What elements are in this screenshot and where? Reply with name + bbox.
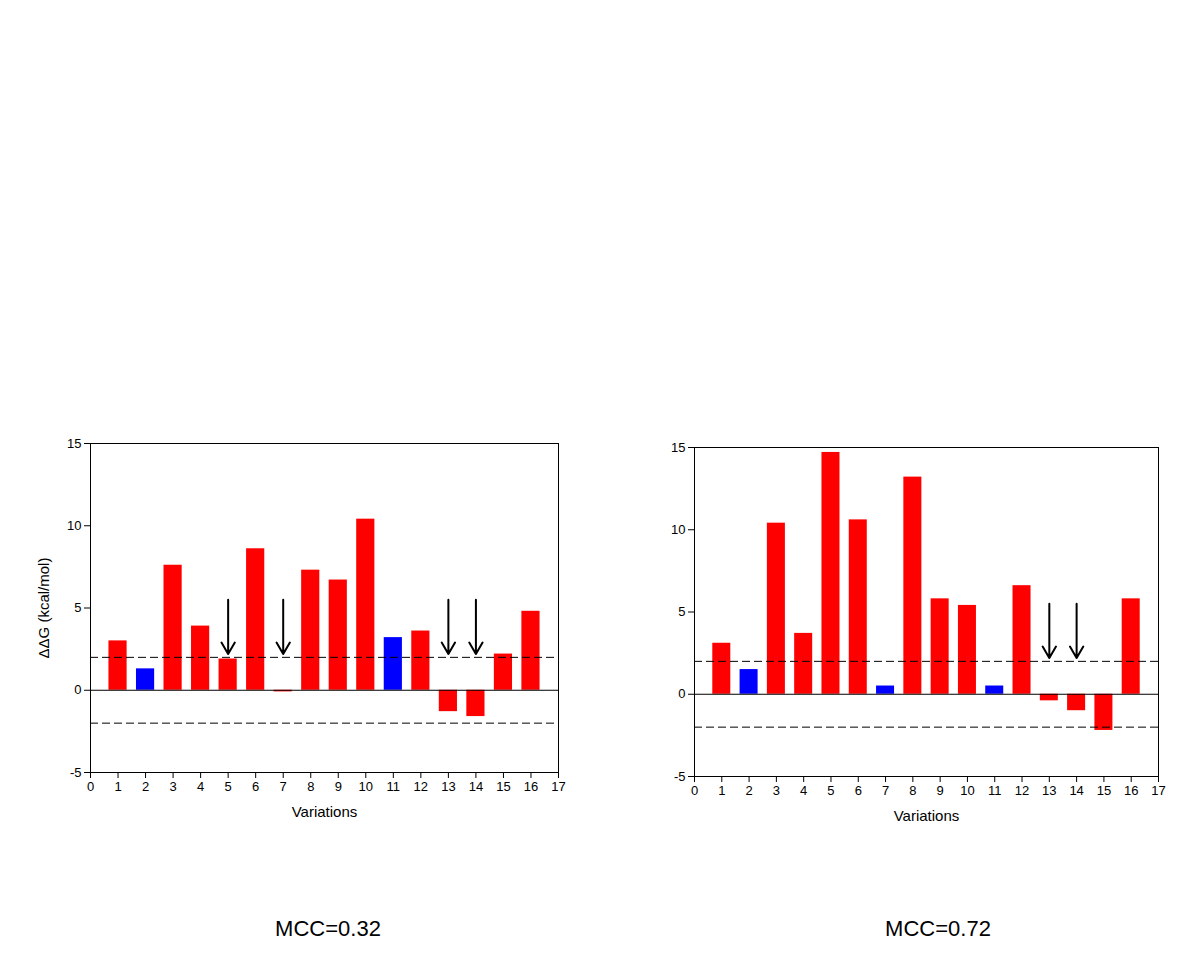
svg-text:17: 17 xyxy=(1151,783,1165,798)
svg-text:14: 14 xyxy=(469,779,483,794)
svg-text:17: 17 xyxy=(551,779,565,794)
svg-text:-5: -5 xyxy=(674,769,686,784)
svg-text:11: 11 xyxy=(387,779,401,794)
svg-text:-5: -5 xyxy=(70,765,82,780)
svg-text:Variations: Variations xyxy=(894,807,960,824)
svg-text:0: 0 xyxy=(74,682,81,697)
svg-text:1: 1 xyxy=(114,779,121,794)
svg-text:11: 11 xyxy=(988,783,1002,798)
svg-text:5: 5 xyxy=(225,779,232,794)
svg-text:Variations: Variations xyxy=(292,803,358,820)
svg-text:15: 15 xyxy=(67,436,81,451)
svg-text:12: 12 xyxy=(1015,783,1029,798)
svg-text:15: 15 xyxy=(496,779,510,794)
svg-text:13: 13 xyxy=(441,779,455,794)
svg-text:10: 10 xyxy=(359,779,373,794)
svg-text:10: 10 xyxy=(671,522,685,537)
svg-text:1: 1 xyxy=(718,783,725,798)
svg-text:5: 5 xyxy=(827,783,834,798)
svg-text:6: 6 xyxy=(855,783,862,798)
svg-text:4: 4 xyxy=(800,783,807,798)
svg-text:3: 3 xyxy=(773,783,780,798)
svg-text:0: 0 xyxy=(691,783,698,798)
svg-text:2: 2 xyxy=(142,779,149,794)
svg-text:0: 0 xyxy=(678,686,685,701)
svg-text:8: 8 xyxy=(307,779,314,794)
svg-text:2: 2 xyxy=(745,783,752,798)
svg-text:9: 9 xyxy=(937,783,944,798)
svg-text:4: 4 xyxy=(197,779,204,794)
svg-text:10: 10 xyxy=(67,518,81,533)
svg-text:3: 3 xyxy=(169,779,176,794)
svg-text:8: 8 xyxy=(909,783,916,798)
svg-text:13: 13 xyxy=(1042,783,1056,798)
svg-text:ΔΔG (kcal/mol): ΔΔG (kcal/mol) xyxy=(35,558,52,659)
html-text:MCC=0.72: MCC=0.72 xyxy=(885,916,991,941)
svg-text:6: 6 xyxy=(252,779,259,794)
svg-text:15: 15 xyxy=(671,440,685,455)
svg-text:0: 0 xyxy=(87,779,94,794)
svg-text:12: 12 xyxy=(414,779,428,794)
svg-text:7: 7 xyxy=(280,779,287,794)
html-text:MCC=0.32: MCC=0.32 xyxy=(275,916,381,941)
svg-text:10: 10 xyxy=(960,783,974,798)
svg-text:16: 16 xyxy=(1124,783,1138,798)
svg-text:9: 9 xyxy=(335,779,342,794)
svg-text:5: 5 xyxy=(74,600,81,615)
svg-text:7: 7 xyxy=(882,783,889,798)
svg-text:5: 5 xyxy=(678,604,685,619)
svg-text:14: 14 xyxy=(1069,783,1083,798)
svg-text:16: 16 xyxy=(524,779,538,794)
svg-text:15: 15 xyxy=(1097,783,1111,798)
